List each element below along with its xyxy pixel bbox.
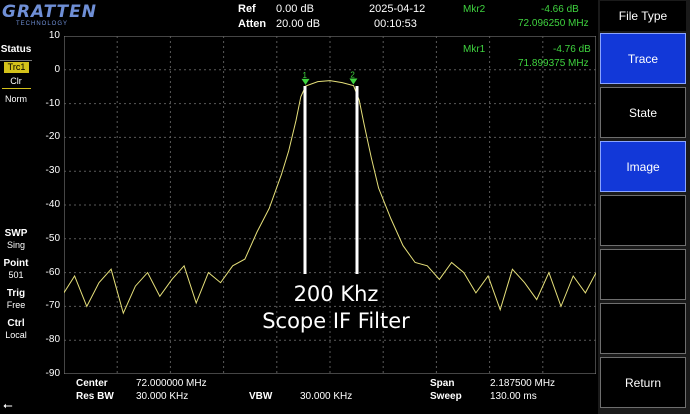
y-tick-label: -50	[45, 232, 60, 244]
trig-value: Free	[6, 300, 26, 310]
sweep-time-value: 130.00 ms	[490, 391, 537, 402]
softkey-panel: File Type Trace State Image Return	[598, 0, 690, 414]
vbw-label: VBW	[249, 391, 273, 402]
y-tick-label: -40	[45, 199, 60, 210]
y-tick-label: -60	[45, 266, 60, 278]
span-value: 2.187500 MHz	[490, 378, 556, 389]
sweep-time-label: Sweep	[430, 391, 462, 402]
softkey-image[interactable]: Image	[600, 141, 686, 192]
point-label: Point	[3, 258, 29, 269]
top-bar: GRATTEN TECHNOLOGY Ref 0.00 dB Atten 20.…	[0, 0, 598, 33]
ref-label: Ref	[238, 3, 256, 15]
annotation-line2: Scope IF Filter	[262, 309, 410, 333]
trace1-badge[interactable]: Trc1	[4, 62, 29, 73]
point-value: 501	[8, 270, 24, 280]
ctrl-label: Ctrl	[7, 318, 25, 329]
softkey-blank-4[interactable]	[600, 195, 686, 246]
marker2-level: -4.66 dB	[541, 4, 579, 15]
span-label: Span	[430, 378, 455, 389]
trig-label: Trig	[6, 288, 26, 299]
softkey-return[interactable]: Return	[600, 357, 686, 408]
plot-grid	[64, 36, 596, 374]
logo-text: GRATTEN	[2, 2, 97, 22]
marker1-label: Mkr1	[463, 44, 486, 55]
ctrl-value: Local	[5, 330, 27, 340]
softkey-blank-6[interactable]	[600, 303, 686, 354]
marker2-label: Mkr2	[463, 4, 486, 15]
softkey-state[interactable]: State	[600, 87, 686, 138]
ref-value: 0.00 dB	[276, 3, 314, 15]
usb-icon: ⭠	[3, 398, 13, 412]
center-label: Center	[76, 378, 108, 389]
y-tick-label: -20	[45, 131, 60, 143]
y-tick-label: -30	[45, 165, 60, 177]
time-display: 00:10:53	[374, 18, 417, 30]
y-tick-label: 10	[48, 30, 60, 41]
marker2-freq: 72.096250 MHz	[518, 18, 589, 29]
y-tick-label: -80	[45, 334, 60, 346]
spectrum-trace	[64, 80, 596, 315]
y-tick-label: -90	[45, 368, 60, 379]
trace-clear-mode: Clr	[10, 76, 22, 86]
softkey-blank-5[interactable]	[600, 249, 686, 300]
trace-divider	[2, 88, 31, 89]
annotation-line1: 200 Khz	[293, 282, 379, 306]
y-tick-label: -70	[45, 300, 60, 312]
status-panel: Status Trc1 Clr Norm SWP Sing Point 501 …	[0, 36, 32, 414]
logo-subtext: TECHNOLOGY	[16, 21, 69, 27]
marker-1-number: 1	[303, 71, 308, 80]
rbw-value: 30.000 KHz	[136, 391, 189, 402]
brand-logo: GRATTEN TECHNOLOGY	[2, 2, 97, 28]
sweep-label: SWP	[4, 228, 28, 239]
status-divider	[0, 60, 32, 61]
marker-2-number: 2	[350, 71, 355, 80]
rbw-label: Res BW	[76, 391, 114, 402]
vbw-value: 30.000 KHz	[300, 391, 353, 402]
sweep-value: Sing	[6, 240, 25, 250]
marker1-freq: 71.899375 MHz	[518, 58, 589, 69]
atten-value: 20.00 dB	[276, 18, 321, 30]
y-tick-label: -10	[45, 97, 60, 109]
trace-norm-mode: Norm	[5, 94, 27, 104]
softkey-trace[interactable]: Trace	[600, 33, 686, 84]
softkey-menu-title: File Type	[600, 1, 686, 31]
atten-label: Atten	[238, 18, 267, 30]
marker-2-glyph	[349, 78, 358, 85]
marker1-level: -4.76 dB	[553, 44, 591, 55]
marker-1-glyph	[301, 78, 310, 85]
y-tick-label: 0	[54, 63, 60, 75]
date-display: 2025-04-12	[369, 3, 426, 15]
center-value: 72.000000 MHz	[136, 378, 207, 389]
status-heading: Status	[0, 44, 32, 55]
